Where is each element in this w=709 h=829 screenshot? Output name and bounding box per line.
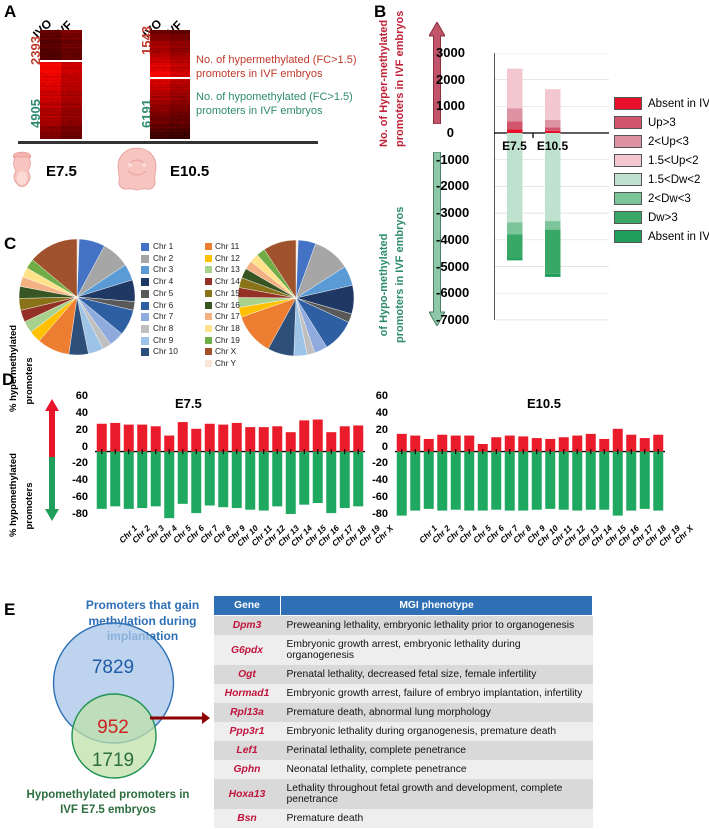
- svg-text:1719: 1719: [92, 750, 134, 771]
- svg-text:7829: 7829: [92, 657, 134, 678]
- svg-text:952: 952: [97, 717, 129, 738]
